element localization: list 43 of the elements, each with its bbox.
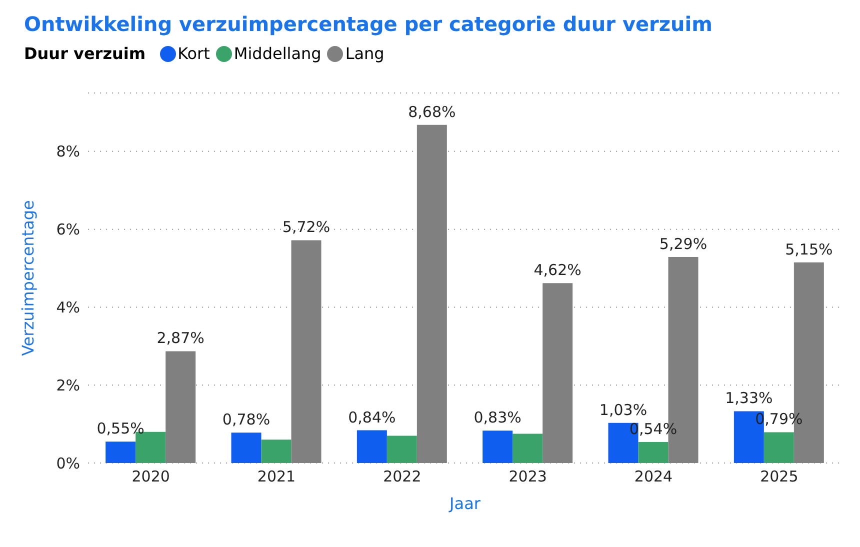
y-axis-title: Verzuimpercentage [18, 200, 38, 356]
bar [764, 432, 794, 463]
bar [231, 432, 262, 463]
bar [638, 442, 668, 463]
data-label: 8,68% [408, 102, 456, 121]
data-label: 0,78% [222, 410, 270, 429]
bar [356, 430, 387, 463]
x-tick-label: 2020 [132, 468, 170, 486]
x-tick-label: 2024 [634, 468, 673, 486]
data-label: 0,55% [96, 420, 144, 438]
x-tick-label: 2021 [257, 468, 296, 486]
legend-label: Kort [178, 44, 210, 63]
data-label: 5,29% [659, 234, 708, 253]
x-tick-label: 2025 [760, 468, 798, 486]
chart-title: Ontwikkeling verzuimpercentage per categorie duur verzuim [24, 11, 714, 36]
bar [386, 436, 417, 463]
legend-label: Lang [345, 44, 384, 63]
y-tick-label: 8% [56, 142, 80, 161]
bar [512, 434, 543, 463]
x-tick-label: 2022 [383, 468, 422, 486]
data-label: 0,84% [348, 408, 396, 426]
y-tick-label: 6% [56, 220, 80, 239]
data-label: 5,72% [282, 218, 330, 236]
y-tick-label: 0% [56, 454, 80, 472]
x-axis-title: Jaar [448, 494, 481, 513]
y-tick-label: 4% [56, 298, 80, 317]
x-tick-label: 2023 [508, 468, 547, 486]
data-label: 2,87% [156, 329, 204, 348]
bar [166, 351, 196, 463]
data-label: 5,15% [785, 240, 833, 258]
bar [482, 430, 513, 463]
data-label: 1,33% [725, 389, 773, 408]
legend-title: Duur verzuim [24, 44, 146, 63]
bar [106, 442, 136, 463]
data-label: 0,83% [474, 408, 522, 427]
bar [261, 440, 292, 463]
bar [291, 240, 322, 463]
data-label: 1,03% [599, 400, 648, 419]
bar [542, 283, 573, 463]
y-tick-label: 2% [56, 376, 80, 394]
legend-label: Middellang [234, 44, 322, 63]
bar [416, 124, 447, 463]
data-label: 4,62% [534, 261, 582, 280]
